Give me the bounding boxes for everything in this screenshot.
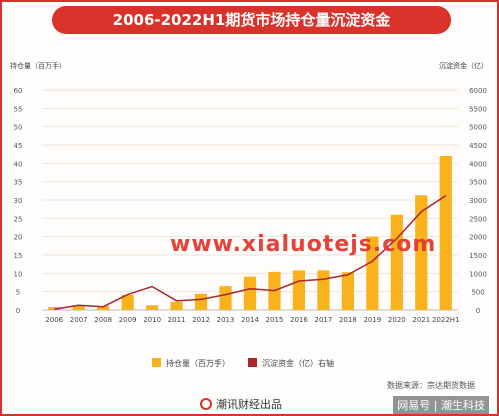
x-tick-label: 2016 xyxy=(290,316,308,324)
source-note: 数据来源：宗达期货数据 xyxy=(387,381,475,390)
bar xyxy=(439,156,452,310)
left-tick-label: 30 xyxy=(14,197,23,205)
footer-brand-label: 潮讯财经出品 xyxy=(216,398,282,411)
left-tick-label: 5 xyxy=(16,289,20,297)
bar xyxy=(194,293,208,310)
bar xyxy=(219,286,232,310)
series-line xyxy=(54,194,447,311)
x-tick-label: 2014 xyxy=(241,316,259,324)
legend-line-swatch xyxy=(248,358,257,367)
account-watermark: 网易号 | 潮生科技 xyxy=(393,396,489,414)
bar xyxy=(146,305,159,310)
left-tick-label: 20 xyxy=(14,234,23,242)
x-tick-label: 2009 xyxy=(119,316,137,324)
bar xyxy=(170,301,183,310)
x-tick-label: 2013 xyxy=(217,316,235,324)
x-tick-label: 2008 xyxy=(94,316,112,324)
right-tick-label: 5500 xyxy=(469,105,487,113)
bar xyxy=(341,272,354,310)
x-tick-label: 2011 xyxy=(168,316,186,324)
bar xyxy=(121,294,134,310)
x-tick-label: 2015 xyxy=(266,316,284,324)
right-tick-label: 500 xyxy=(471,289,484,297)
left-tick-label: 35 xyxy=(14,179,23,187)
x-tick-label: 2012 xyxy=(192,316,210,324)
legend-bar-label: 持仓量（百万手） xyxy=(166,358,230,368)
right-tick-label: 0 xyxy=(476,307,480,315)
right-axis-label: 沉淀资金（亿） xyxy=(439,61,488,70)
bar xyxy=(72,305,85,310)
bar xyxy=(243,276,257,310)
right-tick-label: 2000 xyxy=(469,234,487,242)
right-tick-label: 2500 xyxy=(469,215,487,223)
x-tick-label: 2022H1 xyxy=(432,316,460,324)
left-tick-label: 55 xyxy=(14,105,23,113)
footer-brand: 潮讯财经出品 xyxy=(200,396,282,412)
bar xyxy=(97,305,110,310)
left-tick-label: 45 xyxy=(14,142,23,150)
x-tick-label: 2018 xyxy=(339,316,357,324)
left-tick-label: 60 xyxy=(14,87,23,95)
legend: 持仓量（百万手） 沉淀资金（亿）右轴 xyxy=(152,358,334,368)
legend-line-label: 沉淀资金（亿）右轴 xyxy=(262,358,334,368)
left-tick-label: 15 xyxy=(14,252,23,260)
x-tick-label: 2007 xyxy=(70,316,88,324)
right-tick-label: 4500 xyxy=(469,142,487,150)
brand-logo-icon xyxy=(200,398,212,410)
right-tick-label: 6000 xyxy=(469,87,487,95)
right-tick-label: 3500 xyxy=(469,179,487,187)
left-tick-label: 25 xyxy=(14,215,23,223)
x-tick-label: 2020 xyxy=(388,316,406,324)
left-tick-label: 10 xyxy=(14,270,23,278)
bar xyxy=(366,236,379,310)
bar xyxy=(415,195,428,310)
site-watermark: www.xialuotejs.com xyxy=(170,232,437,257)
right-tick-label: 1000 xyxy=(469,270,487,278)
left-tick-label: 40 xyxy=(14,160,23,168)
left-tick-label: 50 xyxy=(14,124,23,132)
left-axis-label: 持仓量（百万手） xyxy=(10,61,66,70)
x-tick-label: 2017 xyxy=(314,316,332,324)
chart-title: 2006-2022H1期货市场持仓量沉淀资金 xyxy=(52,6,451,34)
legend-bar-swatch xyxy=(152,358,161,367)
right-tick-label: 4000 xyxy=(469,160,487,168)
right-tick-label: 3000 xyxy=(469,197,487,205)
bar xyxy=(292,270,306,310)
right-tick-label: 5000 xyxy=(469,124,487,132)
bar xyxy=(390,214,403,310)
x-tick-label: 2019 xyxy=(363,316,381,324)
right-tick-label: 1500 xyxy=(469,252,487,260)
x-tick-label: 2006 xyxy=(45,316,63,324)
bar xyxy=(317,270,330,310)
x-tick-label: 2010 xyxy=(143,316,161,324)
left-tick-label: 0 xyxy=(16,307,20,315)
x-tick-label: 2021 xyxy=(412,316,430,324)
